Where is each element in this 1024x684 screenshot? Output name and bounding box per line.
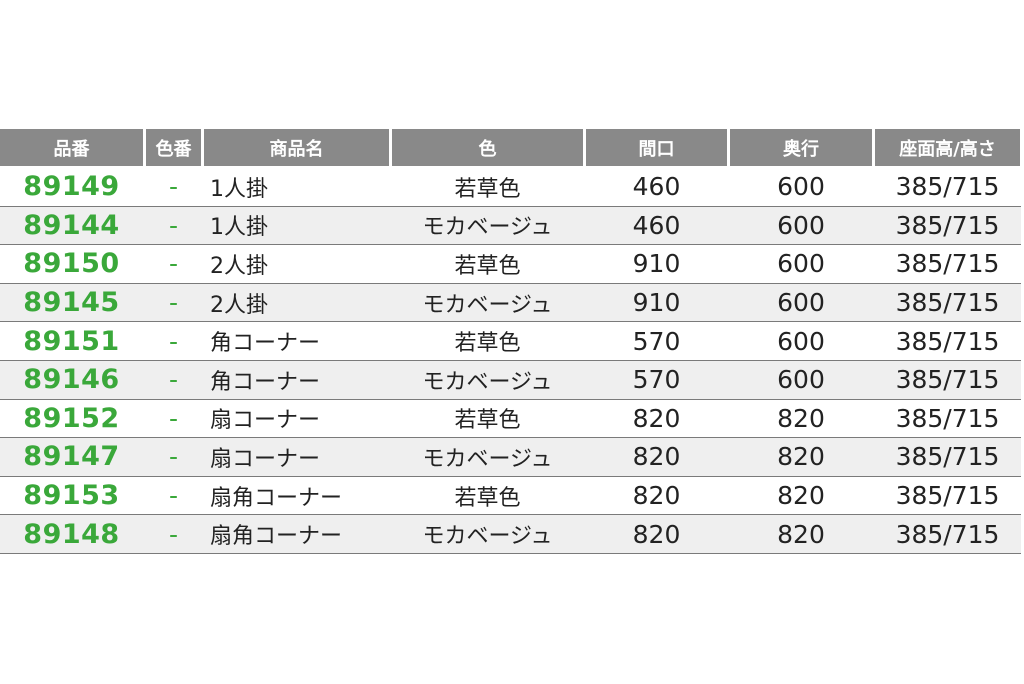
width-value: 910 xyxy=(632,249,681,279)
depth-value: 600 xyxy=(777,365,825,395)
table-row: 89147 - 扇コーナー モカベージュ 820 820 385/715 xyxy=(0,438,1021,477)
product-name: 扇角コーナー xyxy=(210,524,343,550)
color-number: - xyxy=(168,172,179,202)
color-name: モカベージュ xyxy=(422,369,553,395)
header-name: 商品名 xyxy=(204,129,389,166)
width-value: 820 xyxy=(632,403,681,433)
width-value: 820 xyxy=(632,519,681,549)
color-name: モカベージュ xyxy=(422,292,553,318)
header-color: 色 xyxy=(392,129,583,166)
product-name: 2人掛 xyxy=(210,292,268,318)
product-name: 角コーナー xyxy=(210,369,321,395)
depth-value: 600 xyxy=(777,172,825,202)
product-code: 89148 xyxy=(23,518,120,550)
product-code: 89147 xyxy=(23,441,120,473)
width-value: 820 xyxy=(632,442,681,472)
color-name: 若草色 xyxy=(454,408,521,434)
product-code: 89152 xyxy=(23,402,120,434)
width-value: 570 xyxy=(632,365,681,395)
height-value: 385/715 xyxy=(895,210,1000,240)
product-name: 扇角コーナー xyxy=(210,485,343,511)
product-code: 89149 xyxy=(23,171,120,203)
height-value: 385/715 xyxy=(895,326,1000,356)
color-name: モカベージュ xyxy=(422,446,553,472)
color-number: - xyxy=(168,403,179,433)
header-depth: 奥行 xyxy=(730,129,872,166)
height-value: 385/715 xyxy=(895,481,1000,511)
product-table: 品番 色番 商品名 色 間口 奥行 座面高/高さ 89149-1人掛 若草色 460… xyxy=(0,129,1021,554)
table-row: 89153 - 扇角コーナー 若草色 820 820 385/715 xyxy=(0,477,1021,516)
width-value: 570 xyxy=(632,326,681,356)
product-name: 1人掛 xyxy=(210,215,268,241)
depth-value: 820 xyxy=(777,481,825,511)
table-row: 89146 - 角コーナー モカベージュ 570 600 385/715 xyxy=(0,360,1021,400)
width-value: 820 xyxy=(632,481,681,511)
depth-value: 600 xyxy=(777,210,825,240)
color-name: 若草色 xyxy=(454,253,521,279)
table-header: 品番 色番 商品名 色 間口 奥行 座面高/高さ xyxy=(0,129,1021,166)
height-value: 385/715 xyxy=(895,172,1000,202)
depth-value: 600 xyxy=(777,326,825,356)
header-height: 座面高/高さ xyxy=(875,129,1020,166)
product-code: 89153 xyxy=(23,480,120,512)
product-name: 扇コーナー xyxy=(210,408,321,434)
width-value: 460 xyxy=(632,172,681,202)
height-value: 385/715 xyxy=(895,442,1000,472)
header-width: 間口 xyxy=(586,129,727,166)
table-row: 89150 - 2人掛 若草色 910 600 385/715 xyxy=(0,245,1021,284)
product-name: 2人掛 xyxy=(210,253,268,279)
header-code: 品番 xyxy=(0,129,143,166)
depth-value: 820 xyxy=(777,442,825,472)
height-value: 385/715 xyxy=(895,519,1000,549)
product-code: 89145 xyxy=(23,287,120,319)
table-row: 89152 - 扇コーナー 若草色 820 820 385/715 xyxy=(0,400,1021,439)
depth-value: 600 xyxy=(777,288,825,318)
color-number: - xyxy=(168,326,179,356)
color-number: - xyxy=(168,365,179,395)
color-name: 若草色 xyxy=(454,176,521,202)
table-row: 89145 - 2人掛 モカベージュ 910 600 385/715 xyxy=(0,283,1021,323)
product-code: 89150 xyxy=(23,248,120,280)
height-value: 385/715 xyxy=(895,365,1000,395)
color-number: - xyxy=(168,210,179,240)
table-row: 89151 - 角コーナー 若草色 570 600 385/715 xyxy=(0,322,1021,361)
table-body: 89149-1人掛 若草色 460 600 385/715 89144-1人掛 モカベージュ… xyxy=(0,168,1021,554)
color-number: - xyxy=(168,442,179,472)
product-name: 扇コーナー xyxy=(210,446,321,472)
product-name: 角コーナー xyxy=(210,331,321,357)
product-name: 1人掛 xyxy=(210,176,268,202)
depth-value: 600 xyxy=(777,249,825,279)
depth-value: 820 xyxy=(777,403,825,433)
height-value: 385/715 xyxy=(895,403,1000,433)
header-color-no: 色番 xyxy=(146,129,201,166)
product-code: 89146 xyxy=(23,364,120,396)
color-number: - xyxy=(168,519,179,549)
table-row: 89144 - 1人掛 モカベージュ 460 600 385/715 xyxy=(0,206,1021,246)
table-row: 89149 - 1人掛 若草色 460 600 385/715 xyxy=(0,168,1021,207)
product-code: 89151 xyxy=(23,325,120,357)
color-name: モカベージュ xyxy=(422,524,553,550)
height-value: 385/715 xyxy=(895,288,1000,318)
depth-value: 820 xyxy=(777,519,825,549)
color-name: 若草色 xyxy=(454,331,521,357)
table-row: 89148 - 扇角コーナー モカベージュ 820 820 385/715 xyxy=(0,515,1021,554)
color-number: - xyxy=(168,288,179,318)
color-number: - xyxy=(168,481,179,511)
product-code: 89144 xyxy=(23,209,120,241)
height-value: 385/715 xyxy=(895,249,1000,279)
color-number: - xyxy=(168,249,179,279)
width-value: 910 xyxy=(632,288,681,318)
width-value: 460 xyxy=(632,210,681,240)
color-name: 若草色 xyxy=(454,485,521,511)
color-name: モカベージュ xyxy=(422,215,553,241)
